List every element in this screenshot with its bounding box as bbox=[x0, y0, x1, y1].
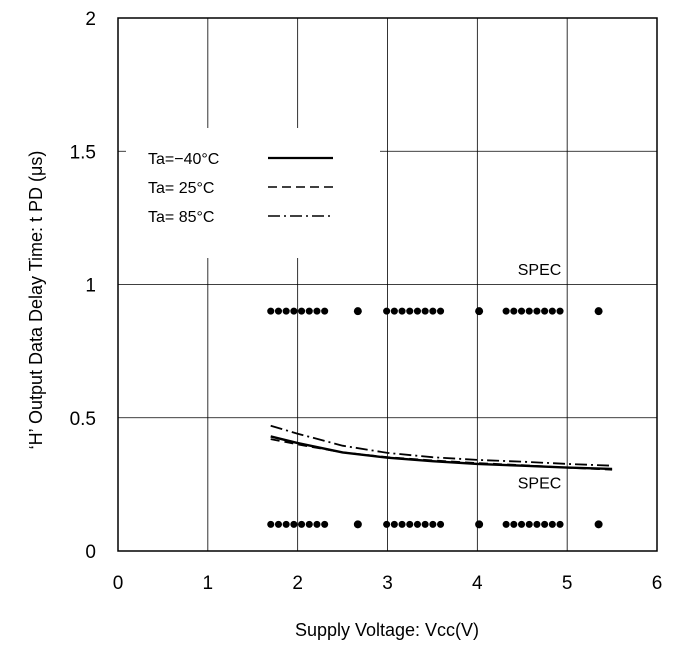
x-tick-labels: 0 1 2 3 4 5 6 bbox=[113, 573, 663, 594]
spec-dot bbox=[353, 520, 362, 529]
x-tick-label: 6 bbox=[652, 573, 663, 594]
y-tick-label: 0.5 bbox=[70, 409, 96, 430]
x-tick-label: 3 bbox=[382, 573, 393, 594]
x-axis-label: Supply Voltage: Vcc(V) bbox=[295, 620, 479, 640]
spec-label-0: SPEC bbox=[518, 262, 562, 279]
grid bbox=[118, 18, 657, 551]
legend-label: Ta= 85°C bbox=[148, 209, 214, 226]
y-tick-label: 1.5 bbox=[70, 142, 96, 163]
spec-dot bbox=[353, 307, 362, 316]
spec-dot bbox=[475, 520, 484, 529]
series-line-2 bbox=[270, 424, 613, 467]
x-tick-label: 1 bbox=[203, 573, 214, 594]
plot-frame bbox=[117, 17, 658, 552]
y-tick-labels: 0 0.5 1 1.5 2 bbox=[70, 9, 96, 563]
y-tick-label: 0 bbox=[85, 542, 96, 563]
x-tick-label: 4 bbox=[472, 573, 483, 594]
x-tick-label: 2 bbox=[292, 573, 303, 594]
y-tick-label: 2 bbox=[85, 9, 96, 30]
series-line-1 bbox=[270, 438, 613, 471]
spec-dot bbox=[475, 307, 484, 316]
x-tick-label: 5 bbox=[562, 573, 573, 594]
legend: Ta=−40°C Ta= 25°C Ta= 85°C bbox=[126, 128, 380, 258]
legend-background bbox=[126, 128, 380, 258]
y-tick-label: 1 bbox=[85, 276, 96, 297]
x-tick-label: 0 bbox=[113, 573, 124, 594]
spec-label-1: SPEC bbox=[518, 475, 562, 492]
legend-label: Ta=−40°C bbox=[148, 151, 219, 168]
spec-dot bbox=[594, 307, 603, 316]
legend-label: Ta= 25°C bbox=[148, 180, 214, 197]
spec-dot bbox=[594, 520, 603, 529]
y-axis-label: ‘H’ Output Data Delay Time: t PD (μs) bbox=[26, 151, 46, 450]
series-lines bbox=[270, 424, 613, 471]
spec-lines: SPEC SPEC bbox=[267, 262, 603, 529]
